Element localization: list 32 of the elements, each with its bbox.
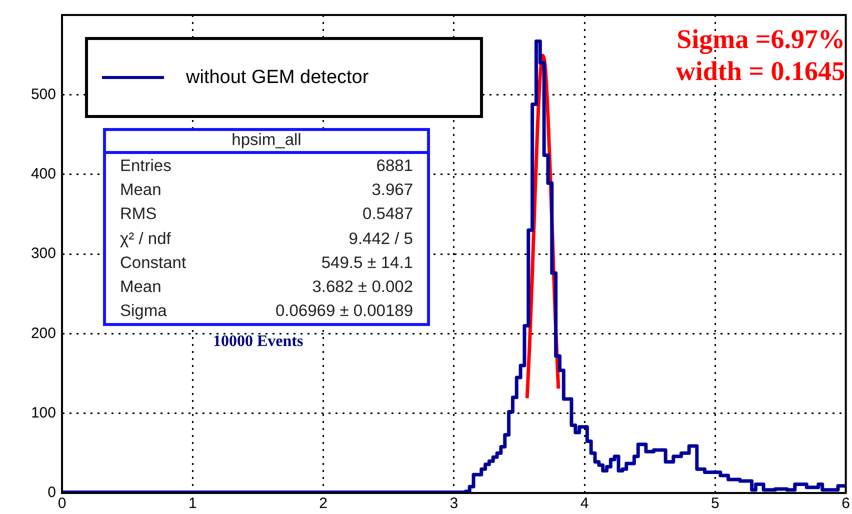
annotation: 3.967 bbox=[372, 180, 413, 202]
annotation: Sigma =6.97% bbox=[676, 24, 845, 55]
annotation: Constant bbox=[120, 252, 186, 274]
x-tick-label: 3 bbox=[450, 495, 458, 512]
y-tick-label: 400 bbox=[30, 165, 56, 182]
x-tick-label: 5 bbox=[711, 495, 720, 512]
legend-label: without GEM detector bbox=[186, 66, 369, 88]
x-tick-label: 2 bbox=[319, 495, 328, 512]
annotation: 10000 Events bbox=[213, 333, 304, 351]
annotation: width = 0.1645 bbox=[676, 56, 845, 87]
x-tick-label: 1 bbox=[188, 495, 197, 512]
y-tick-label: 200 bbox=[30, 324, 56, 342]
annotation: 3.682 ± 0.002 bbox=[312, 277, 413, 298]
x-tick-label: 4 bbox=[580, 495, 589, 512]
annotation: χ² / ndf bbox=[120, 228, 171, 250]
annotation: Entries bbox=[120, 156, 172, 177]
y-tick-label: 500 bbox=[30, 86, 56, 103]
annotation: Mean bbox=[120, 180, 162, 202]
y-tick-label: 0 bbox=[48, 484, 56, 502]
legend-frame: without GEM detector bbox=[85, 37, 483, 118]
y-tick-label: 300 bbox=[30, 245, 56, 262]
annotation: 0.06969 ± 0.00189 bbox=[275, 301, 413, 322]
x-tick-label: 6 bbox=[842, 495, 850, 512]
annotation: 0.5487 bbox=[362, 204, 413, 226]
annotation: hpsim_all bbox=[106, 131, 427, 154]
annotation: Sigma bbox=[120, 301, 167, 322]
y-tick-label: 100 bbox=[30, 404, 56, 422]
annotation: 6881 bbox=[376, 156, 413, 177]
annotation: RMS bbox=[120, 204, 157, 226]
annotation: Mean bbox=[120, 277, 162, 298]
annotation: 549.5 ± 14.1 bbox=[321, 252, 413, 274]
annotation: 9.442 / 5 bbox=[348, 228, 413, 250]
